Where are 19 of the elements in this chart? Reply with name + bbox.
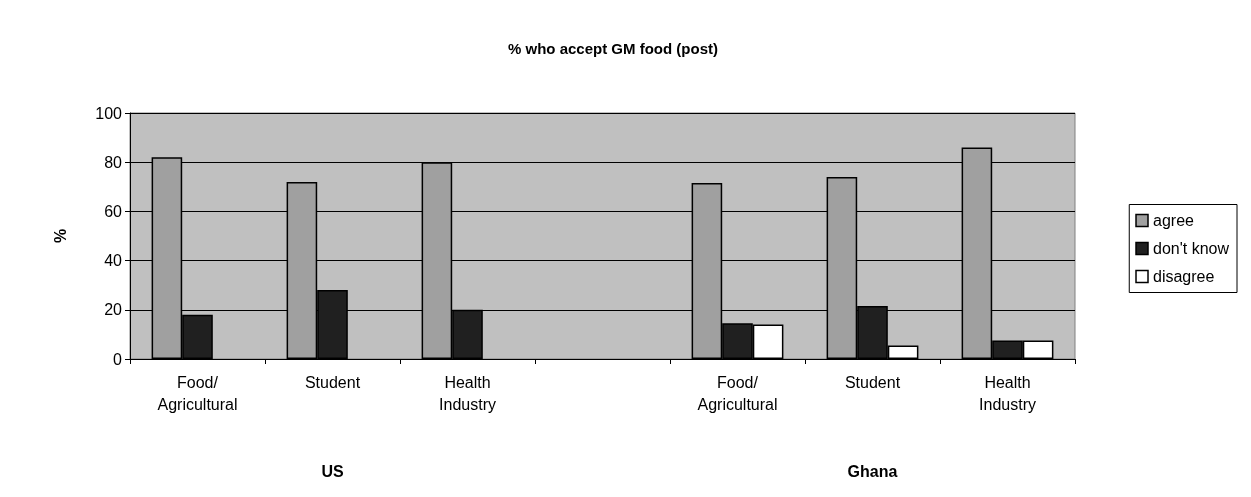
y-axis-title: % bbox=[51, 228, 69, 244]
y-tick-label: 100 bbox=[95, 104, 123, 122]
y-tick-label: 20 bbox=[104, 301, 123, 319]
x-tick-label: Food/ Agricultural bbox=[697, 373, 778, 413]
x-tick-label: Student bbox=[844, 373, 901, 391]
text: US bbox=[321, 462, 344, 480]
legend-label: agree bbox=[1153, 212, 1195, 229]
legend-label: disagree bbox=[1153, 268, 1215, 285]
y-tick-label: 60 bbox=[104, 202, 123, 220]
x-tick-label: Health Industry bbox=[439, 373, 496, 413]
chart-title: % who accept GM food (post) bbox=[508, 40, 718, 57]
text: Ghana bbox=[847, 462, 898, 480]
x-tick-label: Health Industry bbox=[979, 373, 1036, 413]
y-tick-label: 40 bbox=[104, 252, 123, 270]
y-tick-label: 80 bbox=[104, 153, 123, 171]
x-tick-label: Food/ Agricultural bbox=[157, 373, 238, 413]
legend-label: don't know bbox=[1153, 240, 1230, 257]
y-tick-label: 0 bbox=[113, 350, 123, 368]
x-tick-label: Student bbox=[304, 373, 361, 391]
